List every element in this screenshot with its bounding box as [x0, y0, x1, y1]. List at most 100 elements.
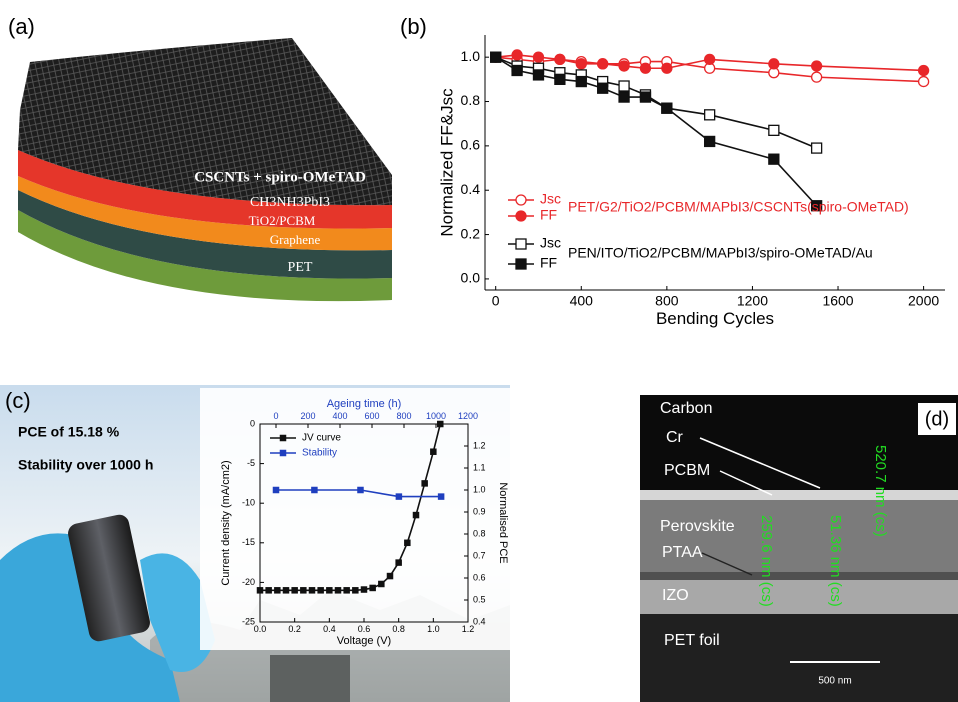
x-tick-label: 0.2 [288, 624, 301, 634]
y2-axis-label: Normalised PCE [497, 482, 509, 563]
y-tick-label: 0.4 [461, 181, 481, 197]
marker [257, 588, 262, 593]
marker [769, 125, 779, 135]
marker [812, 72, 822, 82]
legend-label: FF [540, 255, 557, 271]
x-tick-label: 1.0 [427, 624, 440, 634]
sem-pet [640, 614, 958, 702]
x2-tick-label: 600 [364, 411, 379, 421]
y-tick-label: 0.0 [461, 270, 481, 286]
marker [379, 581, 384, 586]
y-tick-label: 0.6 [461, 137, 481, 153]
marker [439, 494, 444, 499]
marker [405, 540, 410, 545]
marker [273, 487, 278, 492]
y-tick-label: -25 [242, 616, 255, 626]
marker [516, 239, 526, 249]
y-tick-label: 1.0 [461, 48, 481, 64]
marker [387, 573, 392, 578]
sem-label: IZO [662, 587, 689, 604]
y-axis-label: Normalized FF&Jsc [437, 88, 456, 237]
y2-tick-label: 1.1 [473, 462, 486, 472]
layer-label: CSCNTs + spiro-OMeTAD [194, 169, 366, 185]
marker [812, 61, 822, 71]
marker [312, 487, 317, 492]
sem-label: PET foil [664, 632, 720, 649]
layer-label: CH3NH3PbI3 [250, 195, 330, 210]
marker [280, 450, 285, 455]
x-tick-label: 1600 [822, 293, 853, 309]
marker [619, 81, 629, 91]
x-tick-label: 0.0 [254, 624, 267, 634]
marker [318, 588, 323, 593]
layer-label: PET [288, 260, 313, 275]
marker [266, 588, 271, 593]
y-tick-label: -15 [242, 537, 255, 547]
marker [662, 103, 672, 113]
marker [533, 70, 543, 80]
marker [705, 136, 715, 146]
panel-label: (a) [8, 14, 35, 39]
marker [516, 195, 526, 205]
x-tick-label: 0 [492, 293, 500, 309]
legend-note: PEN/ITO/TiO2/PCBM/MAPbI3/spiro-OMeTAD/Au [568, 245, 873, 261]
marker [283, 588, 288, 593]
x2-axis-label: Ageing time (h) [327, 398, 402, 410]
marker [516, 211, 526, 221]
measurement: 520.7 nm (cs) [872, 445, 889, 537]
marker [516, 259, 526, 269]
y2-tick-label: 1.0 [473, 484, 486, 494]
sem-label: PTAA [662, 544, 703, 561]
x-tick-label: 800 [655, 293, 679, 309]
marker [705, 54, 715, 64]
panel-label: (d) [925, 408, 949, 430]
y2-tick-label: 0.7 [473, 550, 486, 560]
marker [576, 77, 586, 87]
marker [422, 481, 427, 486]
marker [327, 588, 332, 593]
marker [640, 63, 650, 73]
x-tick-label: 2000 [908, 293, 939, 309]
legend-label: JV curve [302, 433, 341, 444]
x-tick-label: 1200 [737, 293, 768, 309]
photo-text: Stability over 1000 h [18, 457, 153, 473]
panel-d: (d) Carbon Cr PCBM Perovskite PTAA IZO P… [640, 395, 958, 702]
sem-label: Carbon [660, 400, 712, 417]
marker [619, 61, 629, 71]
y2-tick-label: 0.5 [473, 594, 486, 604]
marker [275, 588, 280, 593]
marker [358, 487, 363, 492]
marker [431, 449, 436, 454]
y-axis-label: Current density (mA/cm2) [220, 460, 232, 585]
x2-tick-label: 400 [332, 411, 347, 421]
x-tick-label: 400 [570, 293, 594, 309]
legend-label: Jsc [540, 235, 561, 251]
marker [512, 65, 522, 75]
marker [413, 512, 418, 517]
marker [335, 588, 340, 593]
marker [438, 421, 443, 426]
marker [344, 588, 349, 593]
measurement: 259.6 nm (cs) [758, 515, 775, 607]
legend-note: PET/G2/TiO2/PCBM/MAPbI3/CSCNTs(spiro-OMe… [568, 199, 909, 215]
marker [919, 65, 929, 75]
y-tick-label: -20 [242, 577, 255, 587]
marker [619, 92, 629, 102]
y-tick-label: -10 [242, 498, 255, 508]
figure: (a) CSCNTs + spiro-OMeTAD CH3NH3PbI3 TiO… [0, 0, 958, 702]
y-tick-label: 0 [250, 418, 255, 428]
y2-tick-label: 1.2 [473, 440, 486, 450]
sem-label: PCBM [664, 462, 710, 479]
marker [576, 59, 586, 69]
x-tick-label: 0.4 [323, 624, 336, 634]
marker [662, 63, 672, 73]
marker [769, 154, 779, 164]
marker [292, 588, 297, 593]
panel-label: (b) [400, 14, 427, 39]
marker [301, 588, 306, 593]
x-axis-label: Bending Cycles [656, 309, 774, 328]
x-tick-label: 0.6 [358, 624, 371, 634]
marker [555, 74, 565, 84]
sem-ptaa [640, 572, 958, 580]
marker [705, 110, 715, 120]
